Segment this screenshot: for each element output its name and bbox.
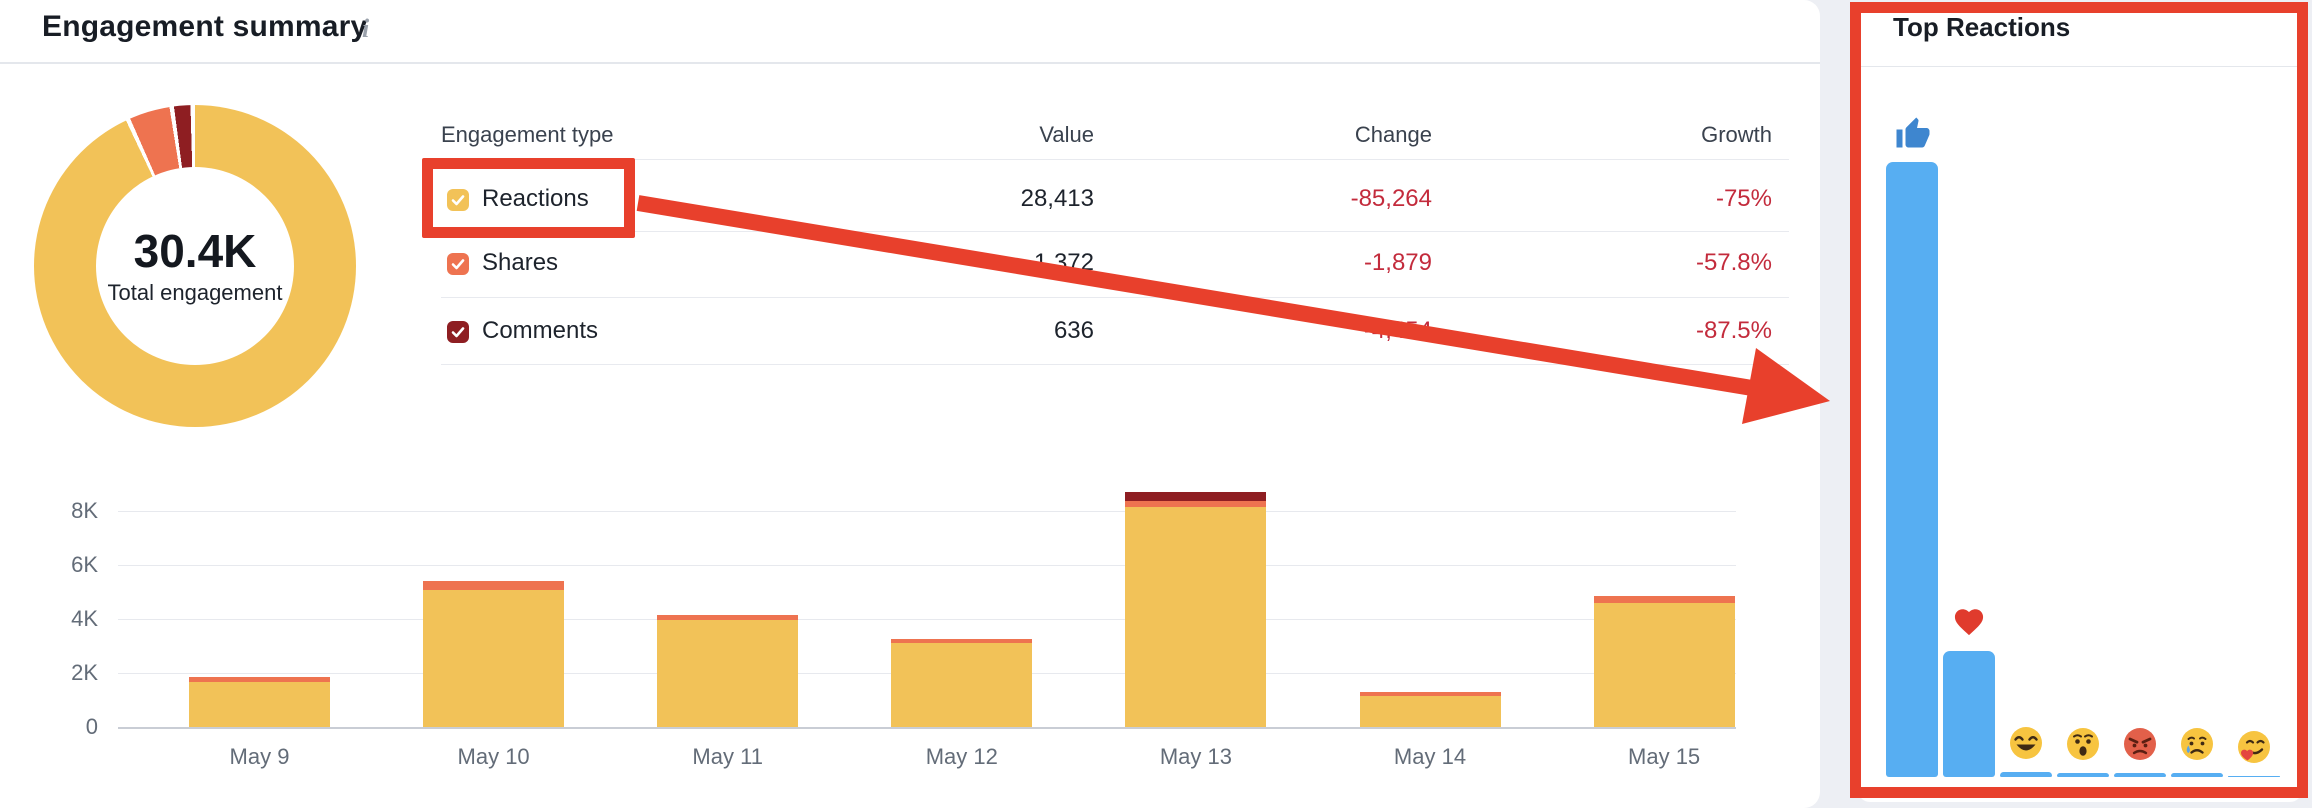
bar-reactions-may-15 — [1593, 603, 1735, 727]
row-growth-shares: -57.8% — [1695, 249, 1772, 276]
gridline — [118, 565, 1736, 566]
page-title: Engagement summary — [42, 10, 368, 43]
row-growth-comments: -87.5% — [1695, 317, 1772, 344]
total-engagement-label: Total engagement — [107, 280, 283, 306]
bar-comments-may-13 — [1125, 492, 1267, 501]
row-separator — [441, 364, 1789, 365]
bar-reactions-may-14 — [1359, 696, 1501, 728]
bar-reactions-may-11 — [657, 620, 799, 727]
row-label-comments: Comments — [482, 317, 599, 344]
reaction-bar-care — [2228, 775, 2280, 777]
bar-reactions-may-9 — [189, 682, 330, 727]
angry-emoji-icon — [2123, 727, 2157, 761]
x-axis-label: May 15 — [1628, 744, 1701, 769]
bar-reactions-may-10 — [423, 590, 565, 727]
y-axis-tick: 8K — [71, 498, 98, 523]
x-axis-label: May 14 — [1393, 744, 1467, 769]
thumbs-up-icon — [1895, 116, 1930, 150]
checkbox-comments[interactable] — [447, 321, 469, 343]
wow-emoji-icon — [2066, 727, 2100, 761]
x-axis-label: May 12 — [925, 744, 998, 769]
bar-shares-may-12 — [891, 639, 1033, 643]
y-axis-tick: 4K — [71, 606, 98, 631]
bar-reactions-may-12 — [891, 643, 1033, 727]
haha-emoji-icon — [2009, 726, 2043, 760]
x-axis-label: May 9 — [229, 744, 290, 769]
row-label-reactions: Reactions — [482, 185, 589, 212]
bar-reactions-may-13 — [1125, 506, 1267, 727]
column-header-change: Change — [1354, 122, 1432, 147]
row-value-reactions: 28,413 — [1020, 185, 1094, 212]
row-label-shares: Shares — [482, 249, 559, 276]
x-axis-label: May 13 — [1159, 744, 1232, 769]
reaction-bar-wow — [2057, 772, 2109, 777]
y-axis-tick: 6K — [71, 552, 98, 577]
checkbox-shares[interactable] — [447, 253, 469, 275]
row-value-shares: 1,372 — [1033, 249, 1094, 276]
top-reactions-title: Top Reactions — [1893, 12, 2071, 42]
reaction-bar-love — [1943, 650, 1995, 777]
annotation-reactions-rect — [422, 158, 635, 238]
column-header-growth: Growth — [1701, 122, 1772, 147]
info-icon[interactable]: i — [362, 14, 370, 43]
x-axis-label: May 11 — [692, 744, 763, 769]
bar-shares-may-13 — [1125, 501, 1267, 507]
gridline — [118, 511, 1736, 512]
top-reactions-divider — [1859, 66, 2299, 67]
engagement-summary-card: Engagement summary i 30.4K Total engagem… — [0, 0, 1820, 808]
heart-icon — [1952, 605, 1986, 639]
bar-shares-may-15 — [1593, 596, 1735, 604]
bar-shares-may-9 — [189, 677, 330, 683]
row-change-reactions: -85,264 — [1350, 185, 1432, 212]
donut-center: 30.4K Total engagement — [96, 167, 294, 365]
bar-shares-may-10 — [423, 581, 565, 591]
checkbox-reactions[interactable] — [447, 189, 469, 211]
column-header-value: Value — [1039, 122, 1094, 147]
row-separator — [441, 159, 1789, 160]
sad-emoji-icon — [2180, 727, 2214, 761]
reaction-bar-angry — [2114, 772, 2166, 777]
row-separator — [441, 231, 1789, 232]
row-growth-reactions: -75% — [1715, 185, 1772, 212]
reaction-bar-sad — [2171, 772, 2223, 777]
column-header-engagement-type: Engagement type — [441, 122, 614, 147]
row-separator — [441, 297, 1789, 298]
x-axis-label: May 10 — [457, 744, 530, 769]
care-emoji-icon — [2237, 730, 2271, 764]
annotation-panel-border — [1850, 2, 2308, 798]
reaction-bar-like — [1886, 162, 1938, 777]
x-axis-line — [118, 727, 1736, 729]
row-change-comments: -4,454 — [1363, 317, 1432, 344]
gridline — [118, 619, 1736, 620]
header-divider — [0, 62, 1820, 64]
y-axis-tick: 2K — [71, 660, 98, 685]
y-axis-tick: 0 — [85, 714, 98, 739]
row-value-comments: 636 — [1053, 317, 1094, 344]
total-engagement-value: 30.4K — [133, 224, 257, 277]
reaction-bar-haha — [2000, 772, 2052, 777]
bar-shares-may-14 — [1359, 691, 1501, 696]
bar-shares-may-11 — [657, 615, 799, 621]
row-change-shares: -1,879 — [1363, 249, 1432, 276]
